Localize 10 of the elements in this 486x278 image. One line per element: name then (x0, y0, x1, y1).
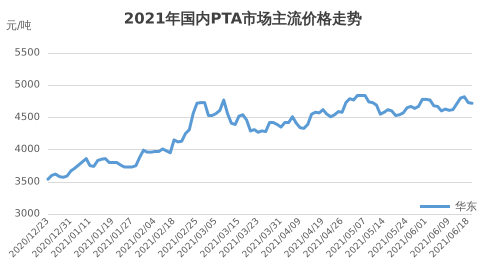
y-tick-label: 4000 (14, 144, 40, 156)
y-tick-label: 5500 (14, 48, 40, 58)
line-series (46, 94, 474, 181)
y-tick-label: 3500 (14, 176, 40, 188)
chart-title: 2021年国内PTA市场主流价格走势 (124, 10, 362, 28)
y-tick-label: 4500 (14, 112, 40, 123)
y-axis-title: 元/吨 (6, 19, 32, 32)
y-tick-label: 5000 (14, 80, 40, 91)
y-tick-label: 3000 (14, 208, 40, 220)
legend-label: 华东 (455, 200, 477, 213)
